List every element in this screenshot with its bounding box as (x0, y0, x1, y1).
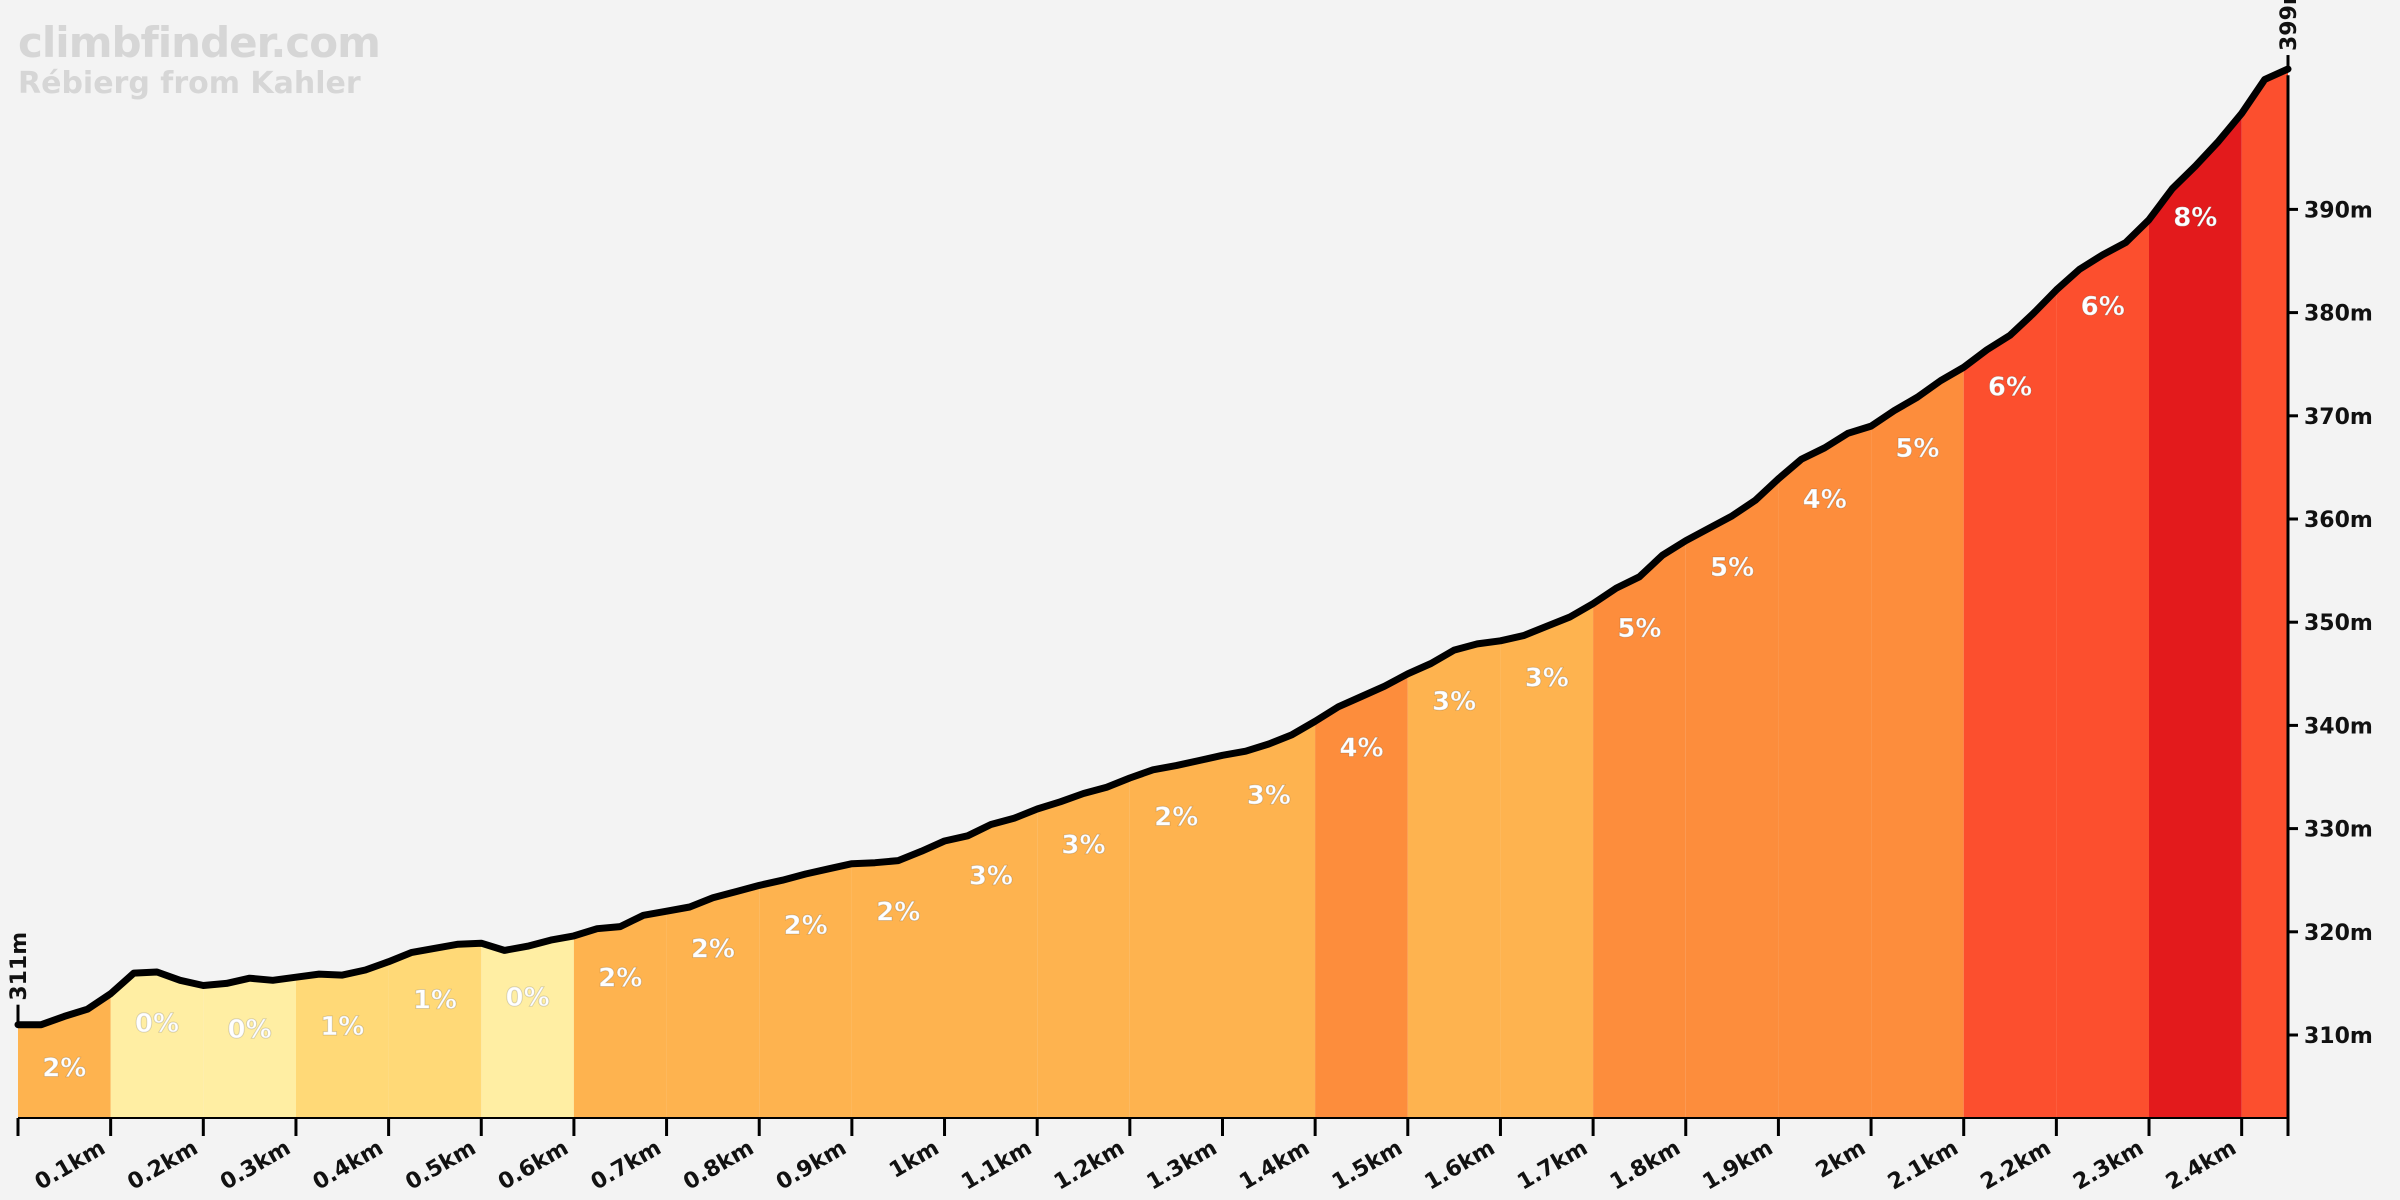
y-tick-label-370: 370m (2304, 405, 2373, 430)
x-tick-label-3: 0.3km (216, 1136, 295, 1196)
y-tick-label-330: 330m (2304, 818, 2373, 843)
x-tick-label-14: 1.4km (1235, 1136, 1314, 1196)
x-tick-label-4: 0.4km (309, 1136, 388, 1196)
grade-label-1: 2% (42, 1053, 86, 1083)
y-tick-label-380: 380m (2304, 302, 2373, 327)
x-tick-label-16: 1.6km (1421, 1136, 1500, 1196)
grade-label-18: 5% (1617, 614, 1661, 644)
grade-label-12: 3% (1061, 831, 1105, 861)
grade-segment-6 (481, 935, 574, 1118)
grade-label-13: 2% (1154, 803, 1198, 833)
grade-segment-25 (2241, 69, 2288, 1118)
grade-label-5: 1% (413, 985, 457, 1015)
grade-segment-14 (1222, 721, 1316, 1118)
x-tick-label-17: 1.7km (1513, 1136, 1592, 1196)
grade-label-24: 8% (2173, 203, 2217, 233)
y-tick-label-340: 340m (2304, 714, 2373, 739)
grade-segment-13 (1129, 755, 1223, 1118)
grade-segment-22 (1963, 289, 2057, 1118)
y-tick-label-360: 360m (2304, 508, 2373, 533)
x-tick-label-22: 2.2km (1977, 1136, 2056, 1196)
start-elevation-label: 311m (7, 932, 32, 1001)
grade-segment-15 (1315, 673, 1408, 1118)
grade-segment-3 (203, 977, 296, 1118)
x-tick-label-7: 0.7km (587, 1136, 666, 1196)
x-tick-label-19: 1.9km (1699, 1136, 1778, 1196)
grade-label-10: 2% (876, 898, 920, 928)
grade-segment-5 (388, 943, 482, 1118)
x-tick-label-12: 1.2km (1050, 1136, 1129, 1196)
x-tick-label-23: 2.3km (2069, 1136, 2148, 1196)
grade-segment-17 (1500, 603, 1594, 1118)
grade-label-16: 3% (1432, 687, 1476, 717)
grade-label-3: 0% (228, 1015, 272, 1045)
grade-segment-16 (1407, 640, 1501, 1118)
x-tick-label-21: 2.1km (1884, 1136, 1963, 1196)
grade-label-4: 1% (320, 1012, 364, 1042)
grade-label-21: 5% (1895, 434, 1939, 464)
grade-label-20: 4% (1803, 485, 1847, 515)
grade-segment-19 (1685, 478, 1779, 1118)
grade-segment-10 (851, 841, 945, 1118)
grade-segment-18 (1593, 540, 1686, 1118)
x-tick-label-2: 0.2km (124, 1136, 203, 1196)
grade-segment-7 (573, 911, 667, 1118)
x-tick-label-15: 1.5km (1328, 1136, 1407, 1196)
x-tick-label-9: 0.9km (772, 1136, 851, 1196)
grade-segment-23 (2056, 219, 2149, 1118)
y-tick-label-350: 350m (2304, 611, 2373, 636)
x-tick-label-1: 0.1km (31, 1136, 110, 1196)
grade-segment-12 (1037, 778, 1130, 1118)
x-tick-label-24: 2.4km (2162, 1136, 2241, 1196)
grade-label-8: 2% (691, 935, 735, 965)
watermark-site: climbfinder.com (18, 18, 381, 67)
end-elevation-label: 399m (2277, 0, 2302, 51)
grade-label-2: 0% (135, 1009, 179, 1039)
y-tick-label-310: 310m (2304, 1024, 2373, 1049)
x-tick-label-11: 1.1km (957, 1136, 1036, 1196)
grade-label-9: 2% (784, 911, 828, 941)
x-tick-label-6: 0.6km (494, 1136, 573, 1196)
grade-segment-24 (2149, 113, 2242, 1118)
watermark-climb-name: Rébierg from Kahler (18, 66, 361, 101)
x-tick-label-5: 0.5km (402, 1136, 481, 1196)
grade-label-17: 3% (1525, 663, 1569, 693)
grade-segment-9 (759, 863, 852, 1118)
grade-label-15: 4% (1339, 734, 1383, 764)
grade-label-14: 3% (1247, 781, 1291, 811)
x-tick-label-13: 1.3km (1143, 1136, 1222, 1196)
grade-segment-11 (944, 809, 1038, 1118)
grade-label-6: 0% (506, 983, 550, 1013)
grade-segment-4 (296, 961, 389, 1118)
grade-label-23: 6% (2081, 292, 2125, 322)
y-tick-label-320: 320m (2304, 921, 2373, 946)
elevation-profile-line (14, 65, 2292, 1029)
y-tick-label-390: 390m (2304, 198, 2373, 223)
x-tick-label-10: 1km (885, 1136, 943, 1184)
grade-label-19: 5% (1710, 553, 1754, 583)
grade-label-11: 3% (969, 862, 1013, 892)
grade-segment-8 (666, 885, 760, 1118)
grade-segment-2 (110, 972, 204, 1118)
grade-label-7: 2% (598, 964, 642, 994)
grade-label-22: 6% (1988, 372, 2032, 402)
grade-segment-20 (1778, 426, 1872, 1119)
x-tick-label-20: 2km (1812, 1136, 1870, 1184)
grade-segment-21 (1871, 367, 1964, 1118)
x-tick-label-8: 0.8km (679, 1136, 758, 1196)
x-tick-label-18: 1.8km (1606, 1136, 1685, 1196)
